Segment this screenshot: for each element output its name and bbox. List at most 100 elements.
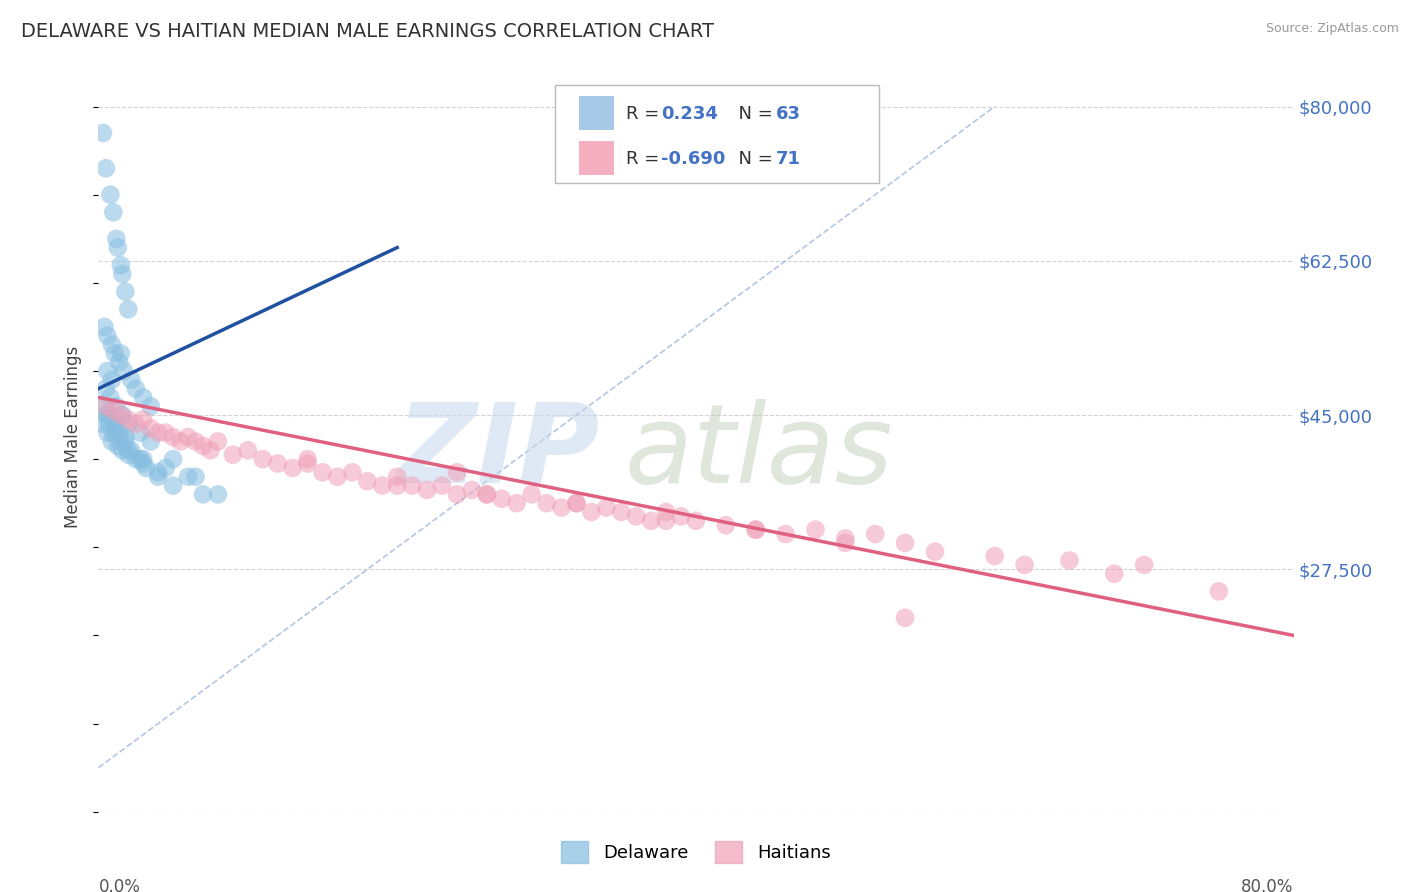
Point	[714, 518, 737, 533]
Point	[155, 461, 177, 475]
Point	[669, 509, 692, 524]
Point	[91, 417, 114, 431]
Point	[114, 430, 136, 444]
Point	[745, 523, 768, 537]
Point	[184, 469, 207, 483]
Point	[565, 496, 588, 510]
Point	[94, 161, 117, 176]
Point	[191, 439, 214, 453]
Text: Source: ZipAtlas.com: Source: ZipAtlas.com	[1265, 22, 1399, 36]
Point	[894, 611, 917, 625]
Point	[475, 487, 498, 501]
Point	[94, 382, 117, 396]
Point	[96, 364, 118, 378]
Point	[120, 443, 142, 458]
Point	[834, 532, 856, 546]
Point	[117, 302, 139, 317]
Point	[98, 391, 122, 405]
Point	[120, 373, 142, 387]
Point	[184, 434, 207, 449]
Point	[93, 319, 115, 334]
Point	[98, 187, 122, 202]
Point	[117, 443, 139, 458]
Point	[655, 505, 678, 519]
Point	[655, 514, 678, 528]
Point	[110, 408, 132, 422]
Point	[129, 425, 152, 440]
Point	[132, 412, 155, 426]
Point	[446, 487, 468, 501]
Point	[93, 399, 115, 413]
Point	[101, 434, 124, 449]
Text: ZIP: ZIP	[396, 399, 600, 506]
Point	[132, 452, 155, 467]
Point	[520, 487, 543, 501]
Point	[135, 461, 157, 475]
Point	[565, 496, 588, 510]
Point	[162, 452, 184, 467]
Point	[139, 434, 162, 449]
Point	[111, 408, 134, 422]
Text: 0.0%: 0.0%	[98, 878, 141, 892]
Point	[371, 478, 394, 492]
Point	[114, 434, 136, 449]
Point	[101, 373, 124, 387]
Point	[148, 469, 170, 483]
Point	[169, 434, 191, 449]
Point	[536, 496, 558, 510]
Point	[267, 457, 290, 471]
Text: atlas: atlas	[624, 399, 893, 506]
Point	[132, 457, 155, 471]
Point	[685, 514, 707, 528]
Point	[96, 328, 118, 343]
Point	[984, 549, 1007, 563]
Text: 0.234: 0.234	[661, 105, 717, 123]
Point	[110, 258, 132, 272]
Point	[1059, 553, 1081, 567]
Point	[110, 346, 132, 360]
Point	[117, 448, 139, 462]
Point	[108, 355, 131, 369]
Point	[125, 417, 148, 431]
Point	[91, 126, 114, 140]
Point	[125, 452, 148, 467]
Point	[117, 412, 139, 426]
Text: R =: R =	[626, 150, 665, 168]
Point	[342, 466, 364, 480]
Text: N =: N =	[727, 150, 779, 168]
Point	[356, 474, 378, 488]
Point	[1133, 558, 1156, 572]
Point	[108, 425, 131, 440]
Point	[125, 382, 148, 396]
Point	[200, 443, 222, 458]
Text: -0.690: -0.690	[661, 150, 725, 168]
Point	[105, 399, 128, 413]
Point	[177, 430, 200, 444]
Text: R =: R =	[626, 105, 665, 123]
Point	[311, 466, 333, 480]
Point	[191, 487, 214, 501]
Text: 71: 71	[776, 150, 801, 168]
Point	[207, 434, 229, 449]
Point	[103, 403, 125, 417]
Point	[446, 466, 468, 480]
Point	[97, 408, 120, 422]
Point	[461, 483, 484, 497]
Point	[111, 443, 134, 458]
Point	[112, 364, 135, 378]
Point	[148, 466, 170, 480]
Point	[129, 452, 152, 467]
Point	[103, 205, 125, 219]
Point	[640, 514, 662, 528]
Point	[385, 478, 409, 492]
Point	[626, 509, 648, 524]
Point	[865, 527, 887, 541]
Point	[297, 457, 319, 471]
Point	[475, 487, 498, 501]
Point	[430, 478, 453, 492]
Point	[550, 500, 572, 515]
Point	[491, 491, 513, 506]
Point	[148, 425, 170, 440]
Point	[107, 241, 129, 255]
Point	[105, 232, 128, 246]
